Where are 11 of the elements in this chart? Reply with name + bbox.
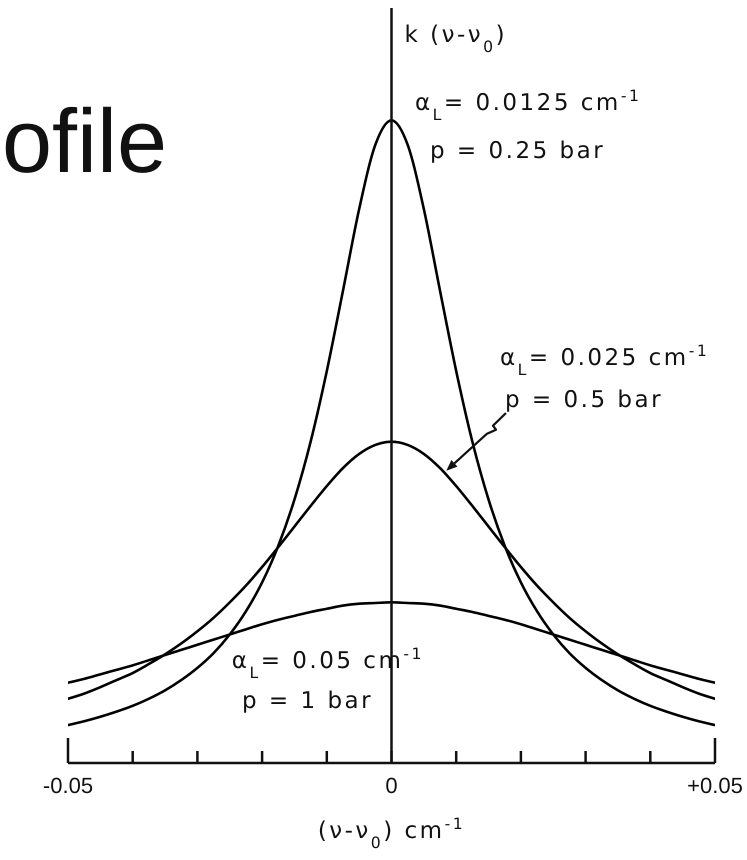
x-tick-label: +0.05 — [687, 773, 743, 798]
x-tick-label: 0 — [385, 773, 398, 798]
annotation: p = 0.25 bar — [430, 138, 606, 164]
annotation: α$_{L}$= 0.0125 cm$^{-1}$ — [415, 86, 642, 124]
annotation: p = 1 bar — [242, 688, 374, 714]
chart-title: ofile — [2, 92, 168, 192]
annotation: p = 0.5 bar — [505, 387, 664, 413]
annotation: α$_{L}$= 0.025 cm$^{-1}$ — [500, 340, 710, 378]
x-axis-title: (ν-ν$_{0}$) cm$^{-1}$ — [318, 814, 466, 852]
x-tick-label: -0.05 — [42, 773, 94, 798]
y-axis-title: k (ν-ν$_{0}$) — [404, 22, 508, 56]
